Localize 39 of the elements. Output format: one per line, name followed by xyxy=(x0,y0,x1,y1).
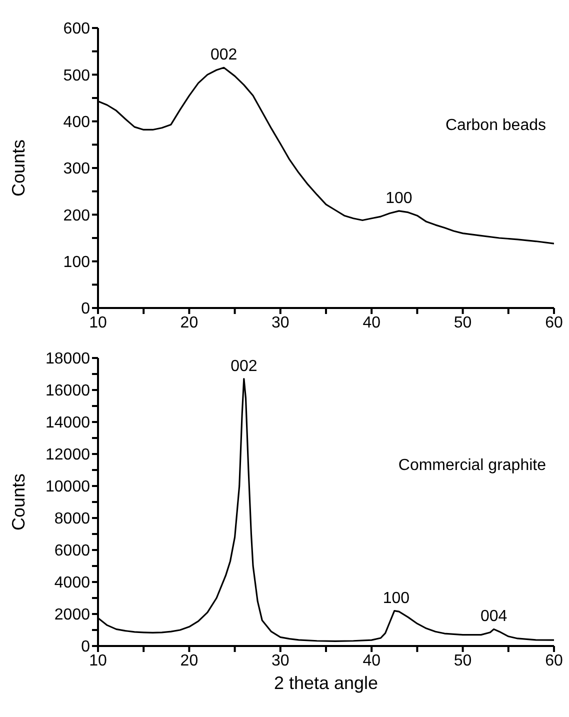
y-tick-label: 400 xyxy=(63,114,90,132)
text: Carbon beads xyxy=(445,116,546,135)
y-tick-label: 2000 xyxy=(54,606,90,624)
y-tick-label: 100 xyxy=(63,254,90,272)
y-axis-title: Counts xyxy=(8,473,28,531)
x-tick-label: 40 xyxy=(362,652,381,670)
y-tick-label: 500 xyxy=(63,67,90,84)
x-axis-title: 2 theta angle xyxy=(274,672,378,693)
x-tick-label: 20 xyxy=(180,652,198,670)
y-tick-label: 200 xyxy=(63,207,90,224)
y-tick-label: 8000 xyxy=(54,510,90,528)
x-tick-label: 60 xyxy=(545,652,563,670)
y-tick-label: 600 xyxy=(63,20,90,38)
annotation: 100 xyxy=(382,590,410,607)
x-tick-label: 50 xyxy=(454,652,472,670)
y-tick-label: 14000 xyxy=(46,414,90,432)
x-tick-label: 20 xyxy=(180,314,198,332)
x-tick-label: 40 xyxy=(362,314,381,332)
x-tick-label: 30 xyxy=(272,314,290,332)
y-tick-label: 12000 xyxy=(46,446,90,464)
x-tick-label: 10 xyxy=(89,652,107,670)
x-tick-label: 50 xyxy=(454,314,472,332)
x-tick-label: 60 xyxy=(545,314,563,332)
y-axis-title: Counts xyxy=(8,139,28,197)
y-tick-label: 18000 xyxy=(46,350,90,368)
text: Commercial graphite xyxy=(398,456,546,475)
x-tick-label: 30 xyxy=(272,652,290,670)
x-tick-label: 10 xyxy=(89,314,107,332)
y-tick-label: 0 xyxy=(81,300,90,318)
y-tick-label: 16000 xyxy=(46,382,90,400)
y-tick-label: 0 xyxy=(81,638,90,656)
annotation: 004 xyxy=(480,608,508,626)
y-tick-label: 6000 xyxy=(54,542,90,560)
annotation: 100 xyxy=(386,190,412,207)
y-tick-label: 10000 xyxy=(46,478,90,496)
y-tick-label: 4000 xyxy=(54,574,90,592)
annotation: 002 xyxy=(210,46,238,64)
y-tick-label: 300 xyxy=(63,160,90,178)
annotation: 002 xyxy=(230,358,258,375)
